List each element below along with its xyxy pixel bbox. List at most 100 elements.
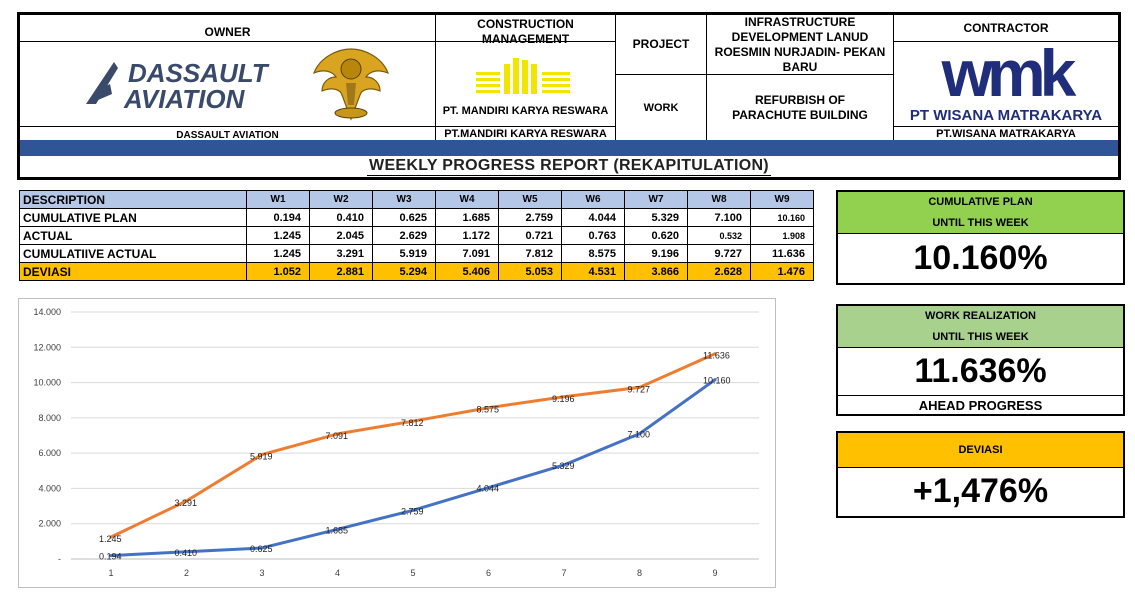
data-label: 3.291 bbox=[175, 498, 198, 508]
report-header: OWNER DASSAULT AVIATION DASSAULT AVIATIO… bbox=[17, 12, 1121, 180]
table-cell: 1.245 bbox=[246, 244, 310, 263]
table-cell: 1.245 bbox=[246, 226, 310, 245]
data-label: 8.575 bbox=[477, 405, 500, 415]
work-realization-title: WORK REALIZATION bbox=[924, 309, 1036, 322]
table-cell: 4.531 bbox=[561, 262, 625, 281]
table-header-cell: W5 bbox=[498, 190, 562, 209]
report-title-text: WEEKLY PROGRESS REPORT (REKAPITULATION) bbox=[367, 157, 771, 176]
contractor-label: CONTRACTOR bbox=[894, 15, 1118, 42]
deviasi-box: DEVIASI +1,476% bbox=[836, 431, 1125, 518]
table-cell: 0.620 bbox=[624, 226, 688, 245]
data-point bbox=[562, 463, 566, 467]
data-point bbox=[336, 527, 339, 531]
wmk-logo-caption: PT WISANA MATRAKARYA bbox=[909, 107, 1103, 124]
table-cell: 5.053 bbox=[498, 262, 562, 281]
table-header-cell: W8 bbox=[687, 190, 751, 209]
owner-label: OWNER bbox=[20, 15, 436, 42]
y-tick-label: 10.000 bbox=[33, 378, 61, 388]
data-point bbox=[713, 352, 717, 356]
table-cell: 2.881 bbox=[309, 262, 373, 281]
dassault-logo: DASSAULT AVIATION bbox=[86, 58, 270, 114]
table-cell: 2.759 bbox=[498, 208, 562, 227]
table-cell: 2.628 bbox=[687, 262, 751, 281]
series-line-1 bbox=[109, 378, 717, 558]
data-point bbox=[411, 419, 415, 423]
table-cell: 5.329 bbox=[624, 208, 688, 227]
table-header-cell: W6 bbox=[561, 190, 625, 209]
table-header-cell: W7 bbox=[624, 190, 688, 209]
data-label: 2.759 bbox=[401, 506, 424, 516]
x-tick-label: 2 bbox=[184, 568, 189, 578]
data-point bbox=[109, 554, 113, 558]
table-cell: 7.812 bbox=[498, 244, 562, 263]
table-cell: 0.763 bbox=[561, 226, 625, 245]
cm-label: CONSTRUCTION MANAGEMENT bbox=[436, 15, 616, 46]
table-header-cell: DESCRIPTION bbox=[19, 190, 247, 209]
data-label: 0.410 bbox=[175, 548, 198, 558]
table-cell: 8.575 bbox=[561, 244, 625, 263]
data-label: 7.812 bbox=[401, 418, 424, 428]
progress-status: AHEAD PROGRESS bbox=[918, 397, 1043, 413]
work-realization-subtitle: UNTIL THIS WEEK bbox=[932, 330, 1029, 343]
wmk-logo: wmk bbox=[941, 36, 1077, 110]
table-row: CUMULATIIVE ACTUAL 1.245 3.291 5.919 7.0… bbox=[19, 244, 814, 263]
airforce-emblem-icon bbox=[312, 48, 390, 121]
data-label: 0.194 bbox=[99, 552, 122, 562]
dassault-logo-line1: DASSAULT bbox=[128, 58, 270, 88]
data-point bbox=[336, 432, 339, 436]
cumulative-plan-title: CUMULATIVE PLAN bbox=[928, 195, 1033, 208]
x-tick-label: 8 bbox=[637, 568, 642, 578]
table-cell: 1.172 bbox=[435, 226, 499, 245]
owner-logo-cell: DASSAULT AVIATION bbox=[20, 42, 436, 127]
mandiri-logo-text: PT. MANDIRI KARYA RESWARA bbox=[442, 105, 609, 117]
chart-svg: - 2.000 4.000 6.000 8.000 10.000 12.000 14.000 1… bbox=[33, 307, 759, 578]
data-label: 10.160 bbox=[703, 376, 731, 386]
deviasi-title: DEVIASI bbox=[958, 443, 1003, 456]
cm-logo-cell: PT. MANDIRI KARYA RESWARA bbox=[436, 42, 616, 127]
progress-chart: - 2.000 4.000 6.000 8.000 10.000 12.000 14.000 1… bbox=[18, 298, 776, 588]
report-title: WEEKLY PROGRESS REPORT (REKAPITULATION) bbox=[20, 156, 1118, 177]
table-cell: 9.727 bbox=[687, 244, 751, 263]
data-label: 11.636 bbox=[703, 351, 730, 361]
x-tick-label: 9 bbox=[712, 568, 717, 578]
table-row-deviasi: DEVIASI 1.052 2.881 5.294 5.406 5.053 4.… bbox=[19, 262, 814, 281]
cumulative-plan-box: CUMULATIVE PLAN UNTIL THIS WEEK 10.160% bbox=[836, 190, 1125, 285]
table-cell: 1.476 bbox=[750, 262, 814, 281]
project-label: PROJECT bbox=[616, 15, 707, 75]
work-value: REFURBISH OF PARACHUTE BUILDING bbox=[707, 75, 894, 142]
data-point bbox=[562, 395, 566, 399]
work-realization-header: WORK REALIZATION UNTIL THIS WEEK bbox=[838, 306, 1123, 348]
header-blue-bar bbox=[20, 140, 1118, 156]
table-row: ACTUAL 1.245 2.045 2.629 1.172 0.721 0.7… bbox=[19, 226, 814, 245]
table-cell: 0.625 bbox=[372, 208, 436, 227]
data-point bbox=[411, 508, 415, 512]
data-point bbox=[109, 535, 113, 539]
data-label: 1.685 bbox=[326, 525, 349, 535]
project-value: INFRASTRUCTURE DEVELOPMENT LANUD ROESMIN… bbox=[707, 15, 894, 75]
table-cell: 3.291 bbox=[309, 244, 373, 263]
y-tick-label: 2.000 bbox=[38, 519, 61, 529]
table-cell: 10.160 bbox=[750, 208, 814, 227]
data-label: 9.196 bbox=[552, 394, 575, 404]
x-tick-label: 1 bbox=[108, 568, 113, 578]
data-point bbox=[185, 499, 188, 503]
y-tick-label: 4.000 bbox=[38, 483, 61, 493]
row-label: CUMULATIIVE ACTUAL bbox=[19, 244, 247, 263]
table-cell: 7.091 bbox=[435, 244, 499, 263]
cumulative-plan-subtitle: UNTIL THIS WEEK bbox=[932, 216, 1029, 229]
table-header-cell: W9 bbox=[750, 190, 814, 209]
data-label: 9.727 bbox=[628, 384, 651, 394]
table-header-cell: W2 bbox=[309, 190, 373, 209]
work-label: WORK bbox=[616, 75, 707, 142]
data-label: 4.044 bbox=[477, 484, 500, 494]
table-cell: 0.721 bbox=[498, 226, 562, 245]
data-point bbox=[638, 385, 641, 389]
work-realization-box: WORK REALIZATION UNTIL THIS WEEK 11.636%… bbox=[836, 304, 1125, 416]
table-cell: 5.294 bbox=[372, 262, 436, 281]
table-header-row: DESCRIPTION W1 W2 W3 W4 W5 W6 W7 W8 W9 bbox=[19, 190, 814, 209]
row-label: DEVIASI bbox=[19, 262, 247, 281]
data-label: 7.100 bbox=[628, 430, 651, 440]
x-tick-label: 4 bbox=[335, 568, 340, 578]
table-cell: 2.629 bbox=[372, 226, 436, 245]
mandiri-logo-icon bbox=[476, 58, 576, 96]
